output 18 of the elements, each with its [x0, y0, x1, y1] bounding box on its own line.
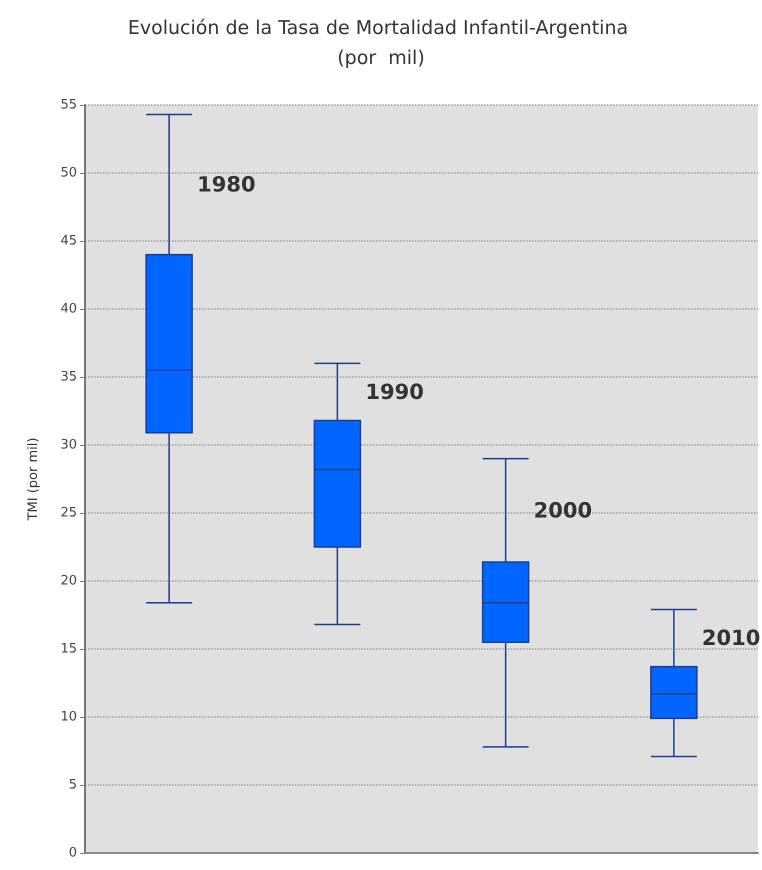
- x-tick-label: 1980: [197, 172, 256, 197]
- y-tick-label: 5: [68, 778, 77, 792]
- y-tick-label: 15: [60, 642, 77, 656]
- y-tick-label: 40: [60, 302, 77, 316]
- y-tick-label: 10: [60, 710, 77, 724]
- chart-title: Evolución de la Tasa de Mortalidad Infantil-Argentina (por mil): [128, 17, 634, 69]
- y-tick-label: 20: [60, 574, 77, 588]
- y-tick-label: 25: [60, 506, 77, 520]
- y-axis-title: TMI (por mil): [26, 438, 41, 522]
- y-tick-label: 0: [68, 846, 77, 860]
- y-tick-label: 35: [60, 370, 77, 384]
- y-tick-label: 50: [60, 166, 77, 180]
- x-tick-label: 1990: [365, 380, 424, 404]
- y-tick-label: 55: [60, 98, 77, 112]
- y-tick-label: 30: [60, 438, 77, 452]
- x-tick-label: 2010: [702, 626, 760, 650]
- y-tick-label: 45: [60, 234, 77, 248]
- x-tick-label: 2000: [534, 498, 592, 522]
